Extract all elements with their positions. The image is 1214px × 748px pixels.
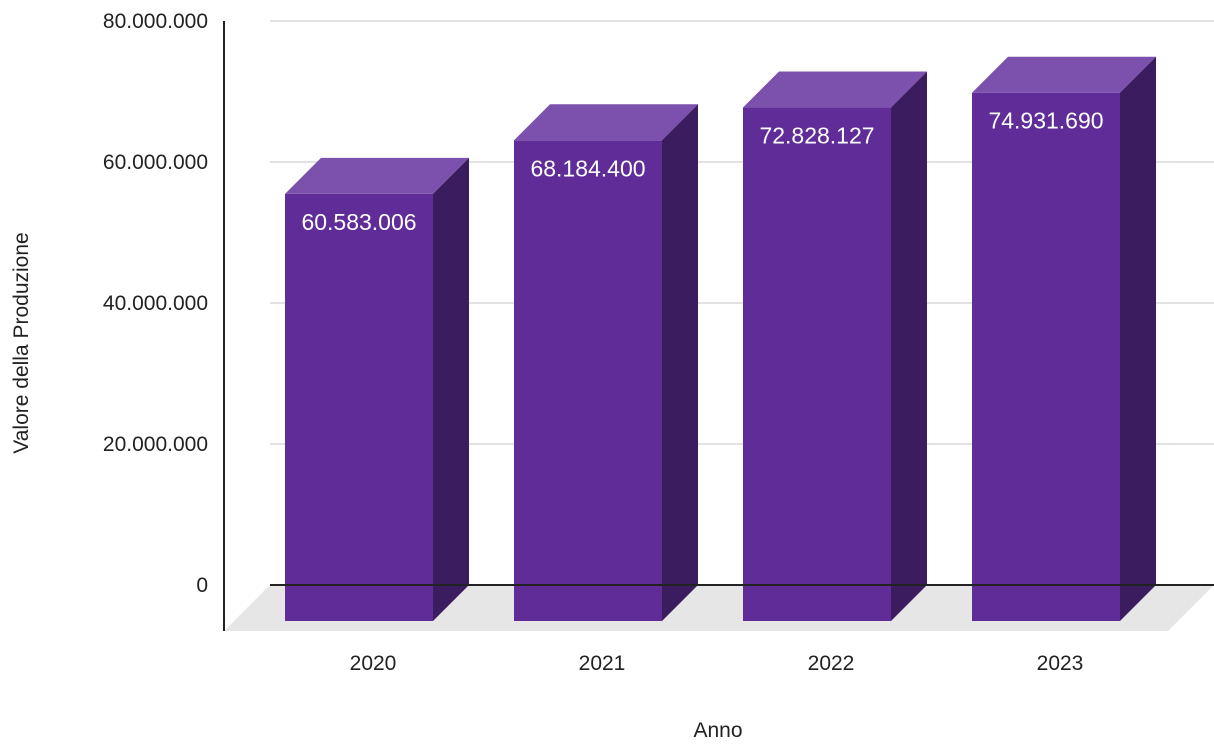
data-label: 72.828.127 bbox=[759, 123, 874, 149]
y-tick-label: 60.000.000 bbox=[103, 151, 208, 174]
bar-top-face bbox=[972, 56, 1156, 93]
bar-2020 bbox=[285, 157, 469, 621]
bar-side-face bbox=[1120, 56, 1156, 622]
bar-side-face bbox=[662, 104, 698, 621]
bar-2023 bbox=[972, 56, 1156, 622]
y-tick-label: 20.000.000 bbox=[103, 433, 208, 456]
bar-front-face bbox=[285, 193, 433, 621]
y-tick-label: 80.000.000 bbox=[103, 10, 208, 33]
data-label: 60.583.006 bbox=[301, 209, 416, 235]
bar-front-face bbox=[972, 92, 1120, 622]
bar-side-face bbox=[433, 157, 469, 621]
bar-top-face bbox=[514, 104, 698, 141]
x-tick-label: 2021 bbox=[579, 652, 626, 675]
x-tick-label: 2020 bbox=[350, 652, 397, 675]
bar-front-face bbox=[514, 140, 662, 621]
data-label: 74.931.690 bbox=[988, 108, 1103, 134]
x-axis-title: Anno bbox=[693, 719, 742, 742]
data-label: 68.184.400 bbox=[530, 155, 645, 181]
bar-top-face bbox=[743, 71, 927, 108]
chart-floor bbox=[224, 585, 1214, 631]
x-tick-label: 2022 bbox=[808, 652, 855, 675]
bar-side-face bbox=[891, 71, 927, 621]
bar-2022 bbox=[743, 71, 927, 621]
x-tick-label: 2023 bbox=[1037, 652, 1084, 675]
y-axis-title: Valore della Produzione bbox=[10, 232, 33, 453]
y-tick-label: 40.000.000 bbox=[103, 292, 208, 315]
bar-2021 bbox=[514, 104, 698, 621]
bar-top-face bbox=[285, 157, 469, 194]
bar-front-face bbox=[743, 107, 891, 621]
y-tick-label: 0 bbox=[196, 574, 208, 597]
